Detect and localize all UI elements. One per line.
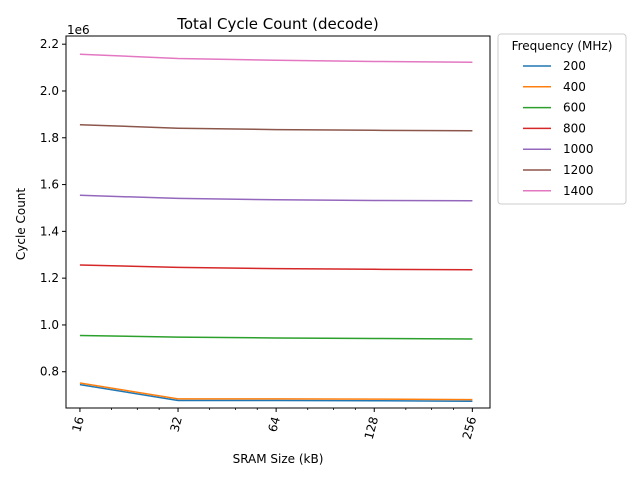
legend-entry-400: 400	[523, 80, 586, 94]
y-tick-label: 0.8	[40, 365, 59, 379]
y-tick-label: 1.2	[40, 271, 59, 285]
plot-area-frame	[65, 35, 491, 409]
legend-entry-600: 600	[523, 101, 586, 115]
series-line-1400	[79, 53, 473, 63]
series-line-1200	[79, 123, 473, 132]
legend-entry-200: 200	[523, 59, 586, 73]
x-axis-label: SRAM Size (kB)	[233, 452, 324, 466]
y-tick-label: 1.6	[40, 178, 59, 192]
legend-entry-1400: 1400	[523, 184, 594, 198]
y-axis-label: Cycle Count	[14, 188, 28, 261]
legend-entries: 200 400 600 800 1000 1200 1400	[523, 59, 594, 198]
y-tick-label: 2.0	[40, 84, 59, 98]
x-tick-label: 16	[69, 415, 86, 433]
y-tick-label: 1.8	[40, 131, 59, 145]
y-tick-label: 1.0	[40, 318, 59, 332]
legend-label: 1400	[563, 184, 594, 198]
series-line-200	[79, 383, 473, 402]
y-tick-label: 1.4	[40, 224, 59, 238]
series-line-800	[79, 264, 473, 271]
legend-title: Frequency (MHz)	[512, 39, 613, 53]
x-tick-label: 256	[460, 415, 479, 441]
y-ticks: 0.8 1.0 1.2 1.4 1.6 1.8 2.0 2.2	[40, 37, 66, 379]
x-tick-label: 128	[362, 415, 381, 441]
legend-label: 800	[563, 121, 586, 135]
legend-entry-1200: 1200	[523, 163, 594, 177]
x-ticks: 16 32 64 128 256	[69, 408, 479, 441]
legend-box	[497, 33, 627, 205]
legend-label: 1000	[563, 142, 594, 156]
series-line-600	[79, 334, 473, 340]
series-line-400	[79, 382, 473, 401]
legend-label: 200	[563, 59, 586, 73]
legend-label: 1200	[563, 163, 594, 177]
y-scale-label: 1e6	[67, 23, 90, 37]
legend-entry-800: 800	[523, 121, 586, 135]
x-tick-label: 64	[266, 415, 283, 433]
legend-label: 400	[563, 80, 586, 94]
legend-label: 600	[563, 101, 586, 115]
series-line-1000	[79, 194, 473, 202]
x-tick-label: 32	[167, 415, 184, 433]
legend: Frequency (MHz) 200 400 600 800 1000 1200 1400	[497, 33, 627, 205]
series-layer	[79, 53, 473, 402]
chart-title: Total Cycle Count (decode)	[176, 15, 379, 33]
y-tick-label: 2.2	[40, 37, 59, 51]
legend-entry-1000: 1000	[523, 142, 594, 156]
